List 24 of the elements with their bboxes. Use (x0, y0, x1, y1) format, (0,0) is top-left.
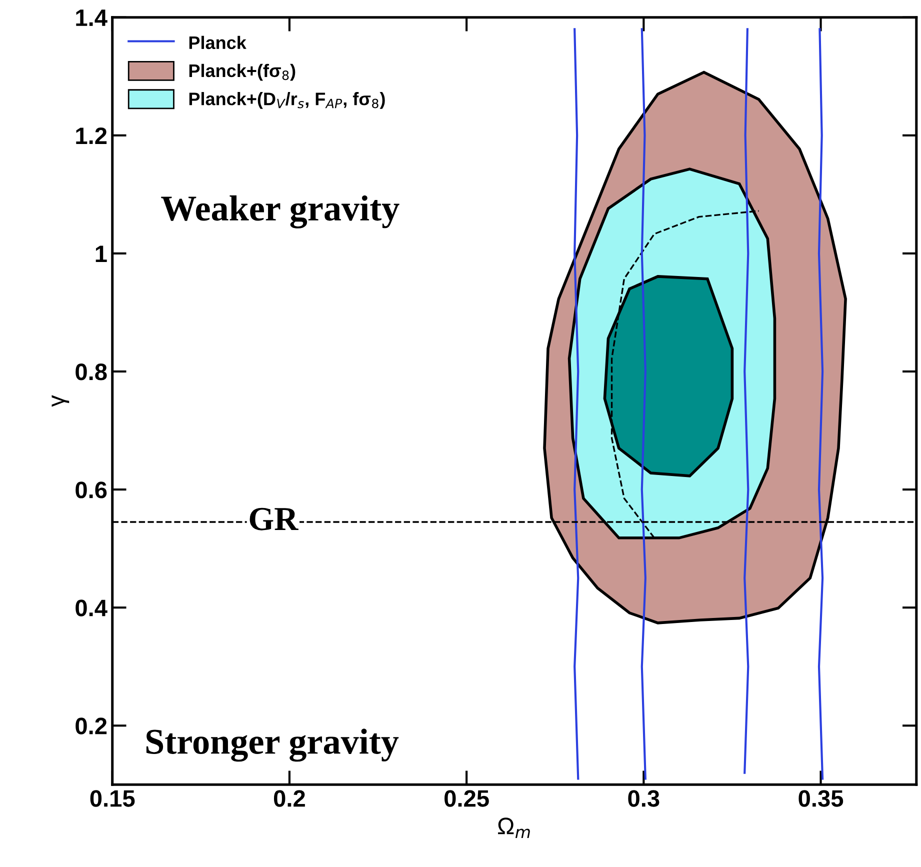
text: Planck+(D$_{V}$/r$_{s}$, F$_{AP}$, fσ$_{8}$) (189, 92, 385, 109)
legend-label: Planck+(fσ$_{8}$) (189, 64, 296, 81)
y-tick-label: 0.4 (76, 600, 108, 616)
annotation: Weaker gravity (161, 195, 400, 228)
x-tick-label: 0.25 (444, 790, 489, 807)
y-axis-title: γ (52, 395, 70, 407)
ref-line-label: GR (250, 508, 298, 530)
line-series (818, 28, 824, 780)
x-tick-label: 0.3 (628, 790, 660, 807)
y-tick-label: 0.8 (76, 364, 107, 380)
x-tick-label: 0.2 (274, 790, 305, 807)
y-tick-label: 0.2 (76, 718, 107, 734)
legend-label: Planck (189, 36, 246, 50)
y-tick-label: 0.6 (76, 482, 107, 498)
x-tick-label: 0.35 (798, 790, 844, 807)
line-series (744, 28, 750, 774)
x-axis-title: Ω$_{m}$ (498, 818, 530, 838)
line-series (640, 28, 646, 780)
y-tick-label: 1.4 (76, 10, 108, 26)
line-series (574, 28, 580, 780)
y-tick-label: 1 (96, 246, 107, 262)
x-tick-label: 0.15 (90, 790, 135, 807)
annotation: Stronger gravity (146, 728, 399, 762)
y-tick-label: 1.2 (76, 127, 107, 144)
